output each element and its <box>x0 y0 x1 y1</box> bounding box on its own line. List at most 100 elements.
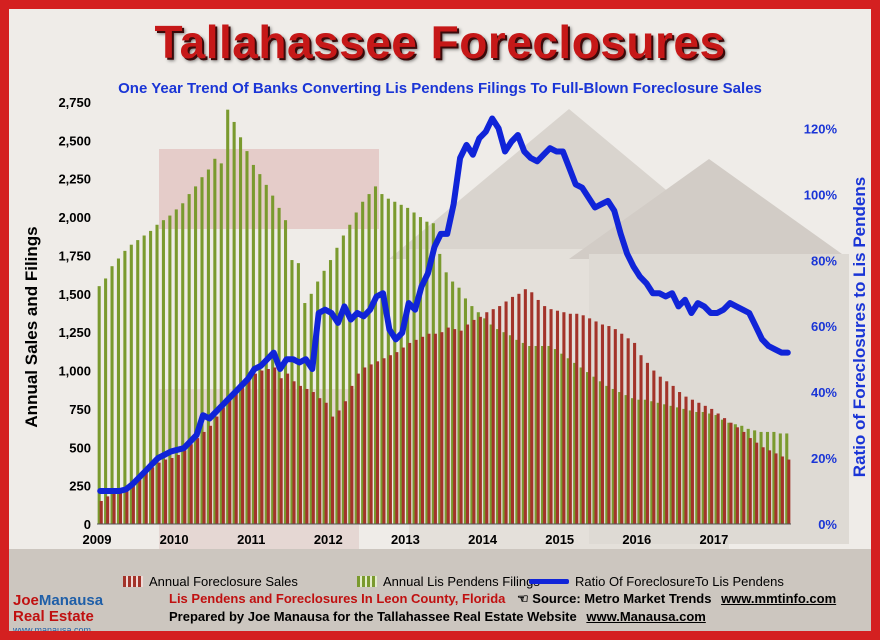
sales-bar <box>170 458 174 524</box>
filings-bar <box>335 247 339 524</box>
filings-bar <box>637 399 641 524</box>
y-right-tick-label: 100% <box>804 187 838 202</box>
filings-bar <box>399 204 403 524</box>
sales-bar <box>742 431 746 524</box>
x-tick-label: 2015 <box>545 532 574 547</box>
sales-bar <box>131 481 135 524</box>
sales-bar <box>459 330 463 524</box>
filings-bar <box>515 339 519 524</box>
filings-bar <box>624 395 628 524</box>
filings-bar <box>116 258 120 524</box>
sales-bar <box>369 364 373 524</box>
sales-bar <box>748 438 752 524</box>
filings-bar <box>380 194 384 524</box>
filings-bar <box>778 433 782 524</box>
filings-bar <box>425 221 429 524</box>
filings-bar <box>508 335 512 524</box>
sales-bar <box>588 318 592 524</box>
filings-bar <box>219 163 223 524</box>
sales-bar <box>620 333 624 524</box>
sales-bar <box>652 370 656 524</box>
ratio-line <box>97 115 791 494</box>
sales-bar <box>735 427 739 524</box>
sales-bar <box>543 306 547 524</box>
filings-bar <box>701 411 705 524</box>
filings-bar <box>695 411 699 524</box>
sales-bar <box>575 313 579 524</box>
filings-bar <box>194 186 198 524</box>
filings-bar <box>296 263 300 524</box>
source-link[interactable]: www.mmtinfo.com <box>721 591 837 606</box>
sales-bar <box>523 289 527 524</box>
filings-bar <box>592 376 596 524</box>
filings-bar <box>239 137 243 525</box>
filings-bar <box>264 184 268 524</box>
manausa-link[interactable]: www.Manausa.com <box>586 609 706 624</box>
sales-bar <box>318 398 322 524</box>
sales-bar <box>118 490 123 524</box>
sales-bar <box>710 408 714 524</box>
sales-bar <box>221 407 225 524</box>
filings-bar <box>772 431 776 524</box>
sales-bar <box>465 324 470 524</box>
sales-bar <box>549 309 553 524</box>
company-logo[interactable]: JoeManausa Real Estate www.manausa.com <box>13 592 143 632</box>
filings-bar <box>669 405 673 524</box>
sales-bar <box>279 378 283 524</box>
sales-bar <box>755 442 759 524</box>
filings-bar <box>104 278 108 524</box>
filings-bar <box>720 419 725 524</box>
sales-bar <box>761 447 765 524</box>
filings-bar <box>470 306 474 524</box>
filings-bar <box>489 324 493 524</box>
sales-bar <box>678 392 682 524</box>
sales-bar <box>286 373 290 524</box>
sales-bars <box>99 289 791 524</box>
filings-bar <box>328 260 333 524</box>
hand-icon: ☜ <box>517 591 529 606</box>
filings-bar <box>521 342 525 524</box>
filings-bar <box>348 224 352 524</box>
y-left-tick-label: 500 <box>69 440 91 455</box>
filings-bar <box>663 404 667 524</box>
filings-bar <box>418 217 423 524</box>
sales-bar <box>703 405 707 524</box>
sales-bar <box>253 373 257 524</box>
x-tick-label: 2016 <box>622 532 651 547</box>
logo-line-1: JoeManausa <box>13 592 104 609</box>
filings-bar <box>759 431 763 524</box>
filings-bar <box>213 158 217 524</box>
filings-bar <box>740 425 744 524</box>
sales-bar <box>639 355 643 524</box>
sales-bar <box>774 453 778 524</box>
sales-bar <box>607 326 611 524</box>
sales-bar <box>517 293 521 524</box>
filings-bar <box>566 358 570 524</box>
x-tick-label: 2010 <box>160 532 189 547</box>
filings-bar <box>136 240 140 525</box>
sales-bar <box>125 485 129 524</box>
sales-bar <box>446 327 450 524</box>
sales-bar <box>427 333 431 524</box>
sales-bar <box>176 454 180 524</box>
sales-bar <box>665 381 669 524</box>
filings-bar <box>322 270 326 524</box>
footer-line-1: Lis Pendens and Foreclosures In Leon Cou… <box>169 591 869 607</box>
axes: 0 250 500 750 1,000 1,250 1,500 1,750 2,000 2,250… <box>58 95 837 547</box>
filings-bar <box>206 169 210 524</box>
legend-swatch-filings <box>357 575 377 587</box>
sales-bar <box>491 309 495 524</box>
filings-bar <box>341 235 345 524</box>
sales-bar <box>453 329 457 524</box>
sales-bar <box>768 450 772 524</box>
sales-bar <box>633 342 637 524</box>
filings-bar <box>142 235 146 524</box>
legend-label-sales: Annual Foreclosure Sales <box>149 573 298 589</box>
filings-bar <box>303 303 307 524</box>
y-left-tick-label: 2,750 <box>58 95 91 110</box>
filings-bar <box>406 207 410 524</box>
filings-bar <box>251 164 255 525</box>
filings-bar <box>367 194 371 524</box>
sales-bar <box>388 355 392 524</box>
